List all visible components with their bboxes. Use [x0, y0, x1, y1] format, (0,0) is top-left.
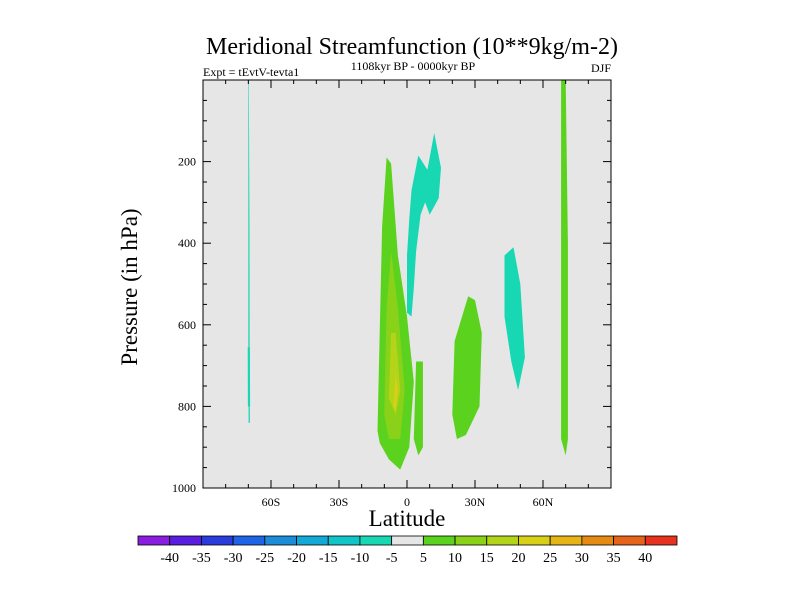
- y-tick-label: 600: [178, 318, 196, 332]
- x-axis-label: Latitude: [369, 506, 446, 531]
- cell-30n: [452, 296, 482, 439]
- colorbar-label: -20: [287, 551, 306, 566]
- experiment-label: Expt = tEvtV-tevta1: [203, 65, 299, 79]
- colorbar-swatch: [518, 535, 551, 546]
- colorbar-swatch: [296, 535, 329, 546]
- x-tick-label: 30N: [465, 495, 486, 509]
- contour-fills: [247, 80, 568, 470]
- colorbar-label: 10: [448, 551, 462, 566]
- colorbar-label: 20: [511, 551, 525, 566]
- colorbar-label: 15: [480, 551, 494, 566]
- colorbar-swatch: [359, 535, 393, 546]
- x-tick-label: 0: [404, 495, 410, 509]
- colorbar-swatch: [454, 535, 488, 546]
- cell-neg-upper: [407, 133, 441, 317]
- colorbar-label: 25: [543, 551, 557, 566]
- colorbar-swatch: [391, 535, 424, 546]
- period-label: 1108kyr BP - 0000kyr BP: [351, 59, 476, 73]
- colorbar-label: -5: [386, 551, 398, 566]
- cell-70n-strip: [561, 80, 568, 456]
- colorbar-label: -10: [351, 551, 370, 566]
- colorbar-swatch: [613, 535, 646, 546]
- colorbar-swatch: [422, 535, 456, 546]
- colorbar-swatch: [644, 535, 678, 546]
- colorbar-swatch: [486, 535, 519, 546]
- colorbar-label: -40: [160, 551, 179, 566]
- cell-eq-core: [393, 373, 398, 411]
- cell-60s-strip: [248, 81, 250, 423]
- y-axis-ticks: 200 400 600 800 1000: [172, 79, 611, 495]
- colorbar-label: 35: [607, 551, 621, 566]
- y-tick-label: 200: [178, 155, 196, 169]
- x-tick-label: 60N: [533, 495, 554, 509]
- cell-neg-45n: [504, 247, 525, 391]
- season-label: DJF: [591, 61, 611, 75]
- colorbar-swatch: [264, 535, 297, 546]
- colorbar-label: -35: [192, 551, 211, 566]
- colorbar-label: 40: [638, 551, 652, 566]
- x-axis-ticks: 60S 30S 0 30N 60N: [202, 80, 612, 509]
- colorbar-swatch: [232, 535, 266, 546]
- cell-60s-lower: [247, 347, 251, 407]
- cell-eq-ne-right: [413, 361, 423, 456]
- y-tick-label: 400: [178, 236, 196, 250]
- colorbar-swatch: [137, 535, 171, 546]
- colorbar-swatch: [169, 535, 202, 546]
- colorbar-label: -25: [255, 551, 274, 566]
- y-tick-label: 800: [178, 399, 196, 413]
- colorbar-swatch: [581, 535, 614, 546]
- colorbar-label: 30: [575, 551, 589, 566]
- colorbar: -40 -35 -30 -25 -20 -15 -10 -5 5 10 15 20 25 30 35 40: [137, 535, 678, 566]
- x-tick-label: 30S: [330, 495, 349, 509]
- y-tick-label: 1000: [172, 481, 196, 495]
- chart-title: Meridional Streamfunction (10**9kg/m-2): [206, 34, 618, 60]
- colorbar-label: -30: [224, 551, 243, 566]
- colorbar-swatch: [201, 535, 234, 546]
- x-tick-label: 60S: [262, 495, 281, 509]
- colorbar-label: -15: [319, 551, 338, 566]
- colorbar-swatch: [549, 535, 583, 546]
- colorbar-swatch: [327, 535, 361, 546]
- colorbar-label: 5: [420, 551, 427, 566]
- y-axis-label: Pressure (in hPa): [117, 208, 142, 365]
